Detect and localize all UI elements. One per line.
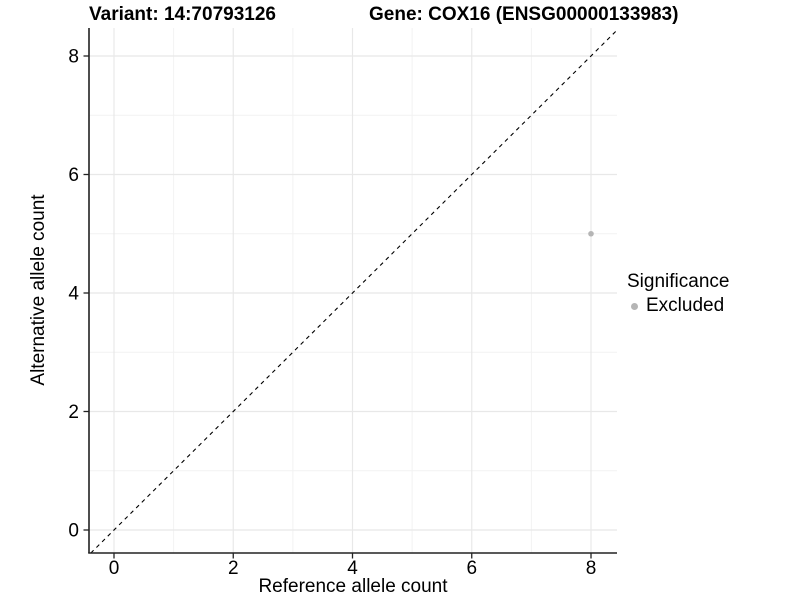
x-tick-label: 6 [466, 558, 477, 579]
y-tick-label: 2 [68, 402, 79, 423]
plot-title-gene: Gene: COX16 (ENSG00000133983) [369, 4, 679, 25]
y-axis-title: Alternative allele count [28, 194, 49, 386]
x-tick-label: 0 [109, 558, 120, 579]
x-axis-title: Reference allele count [258, 576, 448, 597]
excluded-point-icon [631, 302, 638, 310]
data-point [588, 230, 594, 237]
legend-item-excluded: Excluded [627, 295, 729, 317]
y-tick-label: 8 [68, 47, 79, 68]
y-tick-label: 6 [68, 165, 79, 186]
identity-reference-line [90, 29, 618, 554]
y-tick-label: 4 [68, 284, 79, 305]
x-tick-label: 8 [586, 558, 597, 579]
legend-title: Significance [627, 271, 730, 292]
legend-item-label: Excluded [646, 295, 725, 316]
x-tick-label: 2 [228, 558, 239, 579]
legend: Significance Excluded [627, 271, 729, 317]
plot-title-variant: Variant: 14:70793126 [89, 4, 276, 25]
y-tick-label: 0 [68, 521, 79, 542]
x-tick-label: 4 [347, 558, 358, 579]
